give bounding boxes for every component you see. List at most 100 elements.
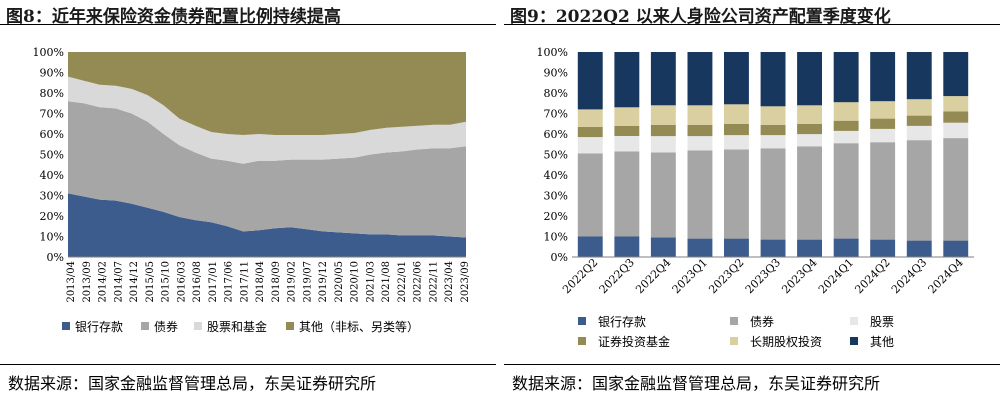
x-tick-label: 2014/02 — [98, 261, 109, 303]
bar-segment-2 — [650, 136, 676, 153]
x-tick-label: 2014/12 — [129, 261, 140, 303]
legend-label: 银行存款 — [75, 320, 123, 334]
bar-segment-0 — [906, 240, 932, 257]
x-category-label: 2023Q4 — [779, 256, 819, 296]
y-tick-label: 100% — [33, 46, 64, 59]
bar-segment-4 — [687, 105, 713, 125]
bar-segment-1 — [760, 148, 786, 240]
bar-segment-3 — [833, 120, 859, 131]
legend-swatch — [578, 337, 586, 345]
legend-swatch — [730, 317, 738, 325]
bar-segment-1 — [577, 153, 603, 237]
bar-segment-3 — [577, 126, 603, 138]
bar-segment-4 — [833, 102, 859, 121]
bar-segment-4 — [906, 99, 932, 116]
x-tick-label: 2015/05 — [145, 261, 156, 303]
bar-segment-0 — [650, 237, 676, 257]
bar-segment-1 — [614, 151, 640, 237]
legend-label: 股票和基金 — [207, 319, 267, 334]
x-tick-label: 2018/04 — [255, 261, 266, 303]
figure-8-top-rule — [0, 24, 496, 25]
legend-label: 证券投资基金 — [598, 334, 670, 349]
x-tick-label: 2017/01 — [208, 261, 219, 303]
y-tick-label: 90% — [40, 67, 64, 80]
bar-segment-5 — [650, 52, 676, 106]
y-tick-label: 100% — [537, 46, 568, 59]
x-tick-label: 2013/04 — [66, 261, 77, 303]
y-tick-label: 60% — [40, 128, 64, 141]
x-category-label: 2024Q1 — [816, 256, 856, 296]
legend-label: 债券 — [154, 319, 178, 334]
bar-segment-3 — [614, 125, 640, 136]
area-series-3 — [68, 52, 466, 135]
y-tick-label: 70% — [40, 108, 64, 121]
bar-segment-5 — [906, 52, 932, 100]
bar-segment-4 — [797, 105, 822, 124]
bar-segment-5 — [724, 52, 749, 105]
y-tick-label: 70% — [544, 108, 568, 121]
figure-8-title: 图8：近年来保险资金债券配置比例持续提高 — [6, 7, 341, 27]
bar-segment-3 — [943, 111, 969, 123]
legend-label: 长期股权投资 — [750, 334, 822, 349]
y-tick-label: 30% — [40, 190, 64, 203]
x-tick-label: 2019/07 — [302, 261, 313, 303]
bar-segment-0 — [687, 238, 713, 257]
bar-segment-2 — [833, 130, 859, 144]
y-tick-label: 40% — [544, 169, 568, 182]
figure-8-area-chart: 100% 90% 80% 70% 60% 50% 40% 30% 20% 10% 0%2013/04… — [33, 46, 471, 334]
x-tick-label: 2023/04 — [444, 261, 455, 303]
area-series-2 — [68, 76, 466, 164]
y-tick-label: 20% — [40, 210, 64, 223]
bar-segment-0 — [797, 239, 822, 257]
legend-swatch — [578, 317, 586, 325]
bar-segment-5 — [943, 52, 969, 97]
bar-segment-3 — [906, 115, 932, 126]
bar-segment-5 — [614, 52, 640, 108]
bar-segment-1 — [650, 152, 676, 238]
bar-segment-0 — [833, 238, 859, 257]
x-category-label: 2024Q3 — [889, 256, 929, 296]
bar-segment-1 — [906, 140, 932, 241]
area-series-1 — [68, 101, 466, 238]
bar-segment-4 — [870, 101, 896, 119]
x-category-label: 2024Q2 — [852, 256, 892, 296]
x-category-label: 2023Q1 — [670, 256, 710, 296]
bar-segment-0 — [870, 239, 896, 257]
bar-segment-2 — [614, 136, 640, 152]
x-tick-label: 2022/11 — [428, 261, 439, 303]
y-tick-label: 0% — [47, 251, 64, 264]
bar-segment-2 — [943, 122, 969, 139]
bar-segment-3 — [687, 124, 713, 137]
y-tick-label: 40% — [40, 169, 64, 182]
x-tick-label: 2016/03 — [176, 261, 187, 303]
x-tick-label: 2017/11 — [239, 261, 250, 303]
x-tick-label: 2016/08 — [192, 261, 203, 303]
bar-segment-3 — [724, 123, 749, 136]
figure-8-panel: 图8：近年来保险资金债券配置比例持续提高 100% 90% 80% 70% 60% 50%… — [0, 0, 496, 400]
figure-8-source: 数据来源：国家金融监督管理总局，东吴证券研究所 — [8, 374, 377, 393]
legend-label: 银行存款 — [598, 315, 646, 329]
legend-swatch — [730, 337, 738, 345]
legend-swatch — [850, 337, 858, 345]
bar-segment-1 — [687, 150, 713, 239]
x-category-label: 2023Q3 — [743, 256, 783, 296]
x-tick-label: 2017/06 — [224, 261, 235, 303]
x-tick-label: 2021/08 — [381, 261, 392, 303]
bar-segment-2 — [724, 135, 749, 150]
x-tick-label: 2023/09 — [460, 261, 471, 303]
x-tick-label: 2014/07 — [113, 261, 124, 303]
bar-segment-5 — [870, 52, 896, 102]
bar-segment-0 — [943, 240, 969, 257]
bar-segment-3 — [797, 123, 822, 135]
legend-label: 其他（非标、另类等） — [299, 320, 419, 334]
bar-segment-4 — [650, 105, 676, 125]
x-tick-label: 2020/10 — [350, 261, 361, 303]
bar-segment-1 — [943, 138, 969, 241]
y-tick-label: 60% — [544, 128, 568, 141]
bar-segment-2 — [906, 125, 932, 141]
bar-segment-1 — [870, 142, 896, 240]
legend-swatch — [194, 322, 202, 330]
bar-segment-2 — [687, 136, 713, 151]
bar-segment-0 — [760, 239, 786, 257]
bar-segment-4 — [943, 96, 969, 112]
